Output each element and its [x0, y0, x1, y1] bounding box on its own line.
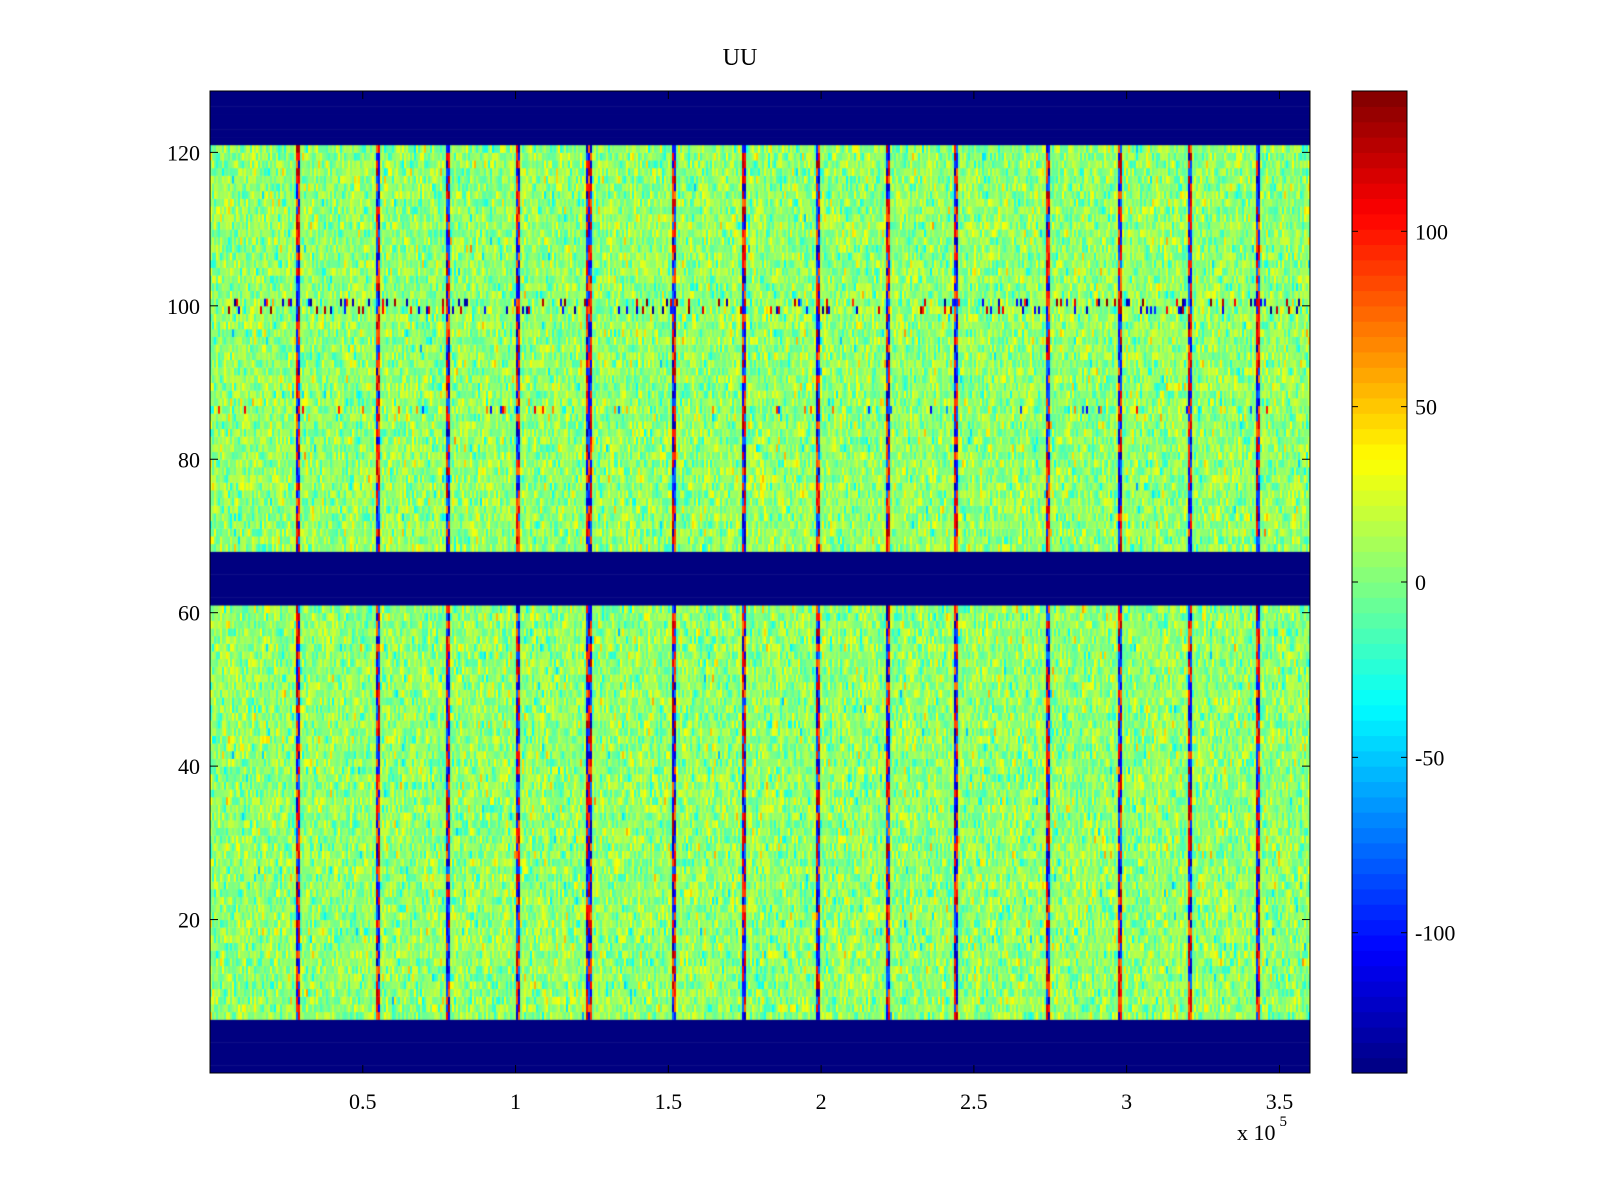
colorbar-segment	[1352, 489, 1407, 506]
colorbar-segment	[1352, 137, 1407, 153]
colorbar-segment	[1352, 873, 1407, 890]
chart-title: UU	[723, 45, 758, 71]
colorbar-segment	[1352, 229, 1407, 246]
colorbar-segment	[1352, 812, 1407, 829]
colorbar-tick-label: 0	[1415, 570, 1426, 595]
x-multiplier-exponent: 5	[1280, 1114, 1288, 1130]
colorbar-segment	[1352, 965, 1407, 982]
x-axis: 0.5 1 1.5 2 2.5 3 3.5	[349, 91, 1293, 1114]
x-tick-label: 1	[510, 1089, 521, 1114]
colorbar-segment	[1352, 535, 1407, 552]
y-tick-label: 20	[178, 908, 200, 933]
colorbar-segment	[1352, 858, 1407, 875]
colorbar-segment	[1352, 1042, 1407, 1059]
colorbar-segment	[1352, 934, 1407, 951]
colorbar-segment	[1352, 689, 1407, 706]
colorbar-segment	[1352, 259, 1407, 276]
x-tick-label: 3.5	[1266, 1089, 1294, 1114]
heatmap-cells	[210, 91, 1310, 1073]
colorbar-segment	[1352, 674, 1407, 691]
colorbar-segment	[1352, 336, 1407, 353]
colorbar-segment	[1352, 367, 1407, 384]
colorbar-segment	[1352, 167, 1407, 184]
colorbar-segment	[1352, 152, 1407, 169]
x-tick-label: 2	[816, 1089, 827, 1114]
colorbar-segment	[1352, 321, 1407, 338]
colorbar-segment	[1352, 582, 1407, 598]
colorbar-segment	[1352, 597, 1407, 614]
colorbar-segment	[1352, 1057, 1407, 1074]
plot-area	[209, 90, 1311, 1074]
colorbar-tick-label: 100	[1415, 219, 1448, 244]
colorbar-segment	[1352, 551, 1407, 568]
colorbar-segment	[1352, 91, 1407, 107]
colorbar-segment	[1352, 428, 1407, 445]
colorbar-segment	[1352, 290, 1407, 307]
colorbar-segment	[1352, 106, 1407, 123]
y-tick-label: 60	[178, 601, 200, 626]
colorbar-segment	[1352, 443, 1407, 460]
colorbar-segment	[1352, 351, 1407, 368]
y-tick-label: 100	[167, 294, 200, 319]
colorbar-segment	[1352, 474, 1407, 491]
colorbar-segment	[1352, 888, 1407, 905]
colorbar-segment	[1352, 1026, 1407, 1043]
colorbar-segment	[1352, 796, 1407, 813]
colorbar-segment	[1352, 244, 1407, 261]
colorbar-segment	[1352, 198, 1407, 215]
colorbar-segment	[1352, 183, 1407, 200]
colorbar-segment	[1352, 1011, 1407, 1028]
colorbar-segment	[1352, 121, 1407, 138]
colorbar-segment	[1352, 842, 1407, 859]
colorbar-segment	[1352, 520, 1407, 537]
colorbar-segment	[1352, 735, 1407, 752]
colorbar-segment	[1352, 643, 1407, 660]
plot-frame	[209, 90, 1311, 1074]
x-multiplier-base: x 10	[1237, 1120, 1276, 1145]
colorbar: 100 50 0 -50 -100	[1351, 90, 1455, 1074]
x-tick-label: 0.5	[349, 1089, 377, 1114]
colorbar-segment	[1352, 382, 1407, 399]
colorbar-segment	[1352, 628, 1407, 644]
colorbar-tick-label: -50	[1415, 745, 1444, 770]
colorbar-segment	[1352, 213, 1407, 230]
colorbar-segment	[1352, 827, 1407, 844]
colorbar-segment	[1352, 950, 1407, 967]
colorbar-segment	[1352, 566, 1407, 583]
colorbar-tick-label: 50	[1415, 395, 1437, 420]
x-axis-multiplier: x 10 5	[1237, 1114, 1287, 1145]
colorbar-segment	[1352, 704, 1407, 721]
colorbar-segment	[1352, 781, 1407, 798]
colorbar-segment	[1352, 996, 1407, 1013]
colorbar-segment	[1352, 750, 1407, 767]
colorbar-segment	[1352, 904, 1407, 921]
colorbar-segment	[1352, 413, 1407, 430]
colorbar-segment	[1352, 980, 1407, 997]
colorbar-segment	[1352, 505, 1407, 522]
colorbar-segment	[1352, 766, 1407, 783]
colorbar-tick-label: -100	[1415, 921, 1455, 946]
colorbar-segment	[1352, 459, 1407, 476]
y-axis: 20 40 60 80 100 120	[167, 140, 1310, 933]
colorbar-segment	[1352, 305, 1407, 322]
y-tick-label: 80	[178, 447, 200, 472]
x-tick-label: 3	[1121, 1089, 1132, 1114]
x-tick-label: 1.5	[655, 1089, 683, 1114]
colorbar-segment	[1352, 658, 1407, 675]
y-tick-label: 40	[178, 754, 200, 779]
y-tick-label: 120	[167, 140, 200, 165]
colorbar-segment	[1352, 919, 1407, 936]
colorbar-segment	[1352, 720, 1407, 737]
colorbar-segment	[1352, 612, 1407, 629]
x-tick-label: 2.5	[960, 1089, 988, 1114]
colorbar-segment	[1352, 397, 1407, 414]
colorbar-segment	[1352, 275, 1407, 292]
